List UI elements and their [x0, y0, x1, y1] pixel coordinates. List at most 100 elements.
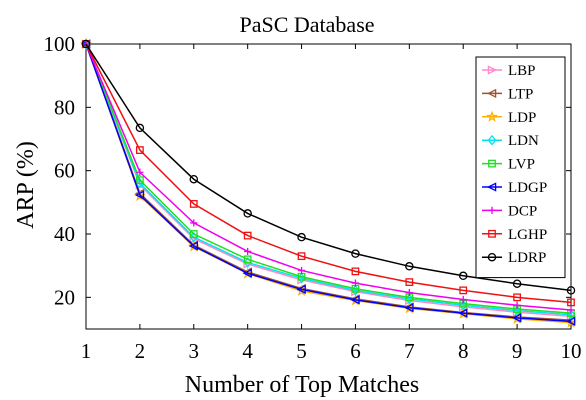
data-point-lghp [297, 252, 306, 261]
data-point-lghp [243, 231, 252, 240]
x-tick-label: 8 [458, 339, 469, 363]
data-point-ldrp [512, 279, 522, 288]
y-tick-label: 80 [54, 95, 75, 119]
legend-marker-dcp [488, 206, 496, 214]
data-point-dcp [244, 247, 252, 256]
data-point-ldgp [458, 308, 468, 318]
x-tick-label: 9 [512, 339, 523, 363]
series-line-dcp [85, 43, 572, 311]
legend-item-ldrp: LDRP [482, 250, 546, 266]
data-point-ldgp [350, 295, 360, 305]
legend-marker-ldn [487, 134, 497, 146]
data-point-ldrp [566, 286, 576, 295]
x-axis-label: Number of Top Matches [185, 372, 420, 398]
legend-item-lghp: LGHP [482, 227, 547, 243]
series-ldrp [81, 39, 576, 295]
legend-item-ldn: LDN [482, 133, 539, 149]
series-line-lbp [85, 43, 572, 318]
legend-marker-lvp [488, 159, 496, 168]
axes-box [85, 43, 572, 330]
x-tick-label: 3 [189, 339, 200, 363]
data-point-dcp [459, 295, 467, 304]
data-point-lghp [405, 278, 414, 287]
legend-label-lvp: LVP [508, 157, 535, 173]
x-tick-label: 10 [561, 339, 582, 363]
data-point-lghp [189, 200, 198, 208]
data-point-lvp [189, 230, 198, 238]
legend-label-lghp: LGHP [508, 227, 547, 243]
data-point-ldrp [135, 123, 145, 133]
legend-label-lbp: LBP [508, 63, 536, 79]
data-point-dcp [136, 168, 144, 176]
legend-marker-ltp [486, 88, 497, 99]
data-point-ldgp [188, 241, 199, 251]
data-point-ldrp [405, 262, 414, 271]
data-point-dcp [567, 306, 575, 314]
data-point-lghp [513, 293, 522, 302]
legend-label-ldp: LDP [508, 110, 536, 126]
data-point-lvp [135, 176, 144, 185]
legend-item-dcp: DCP [482, 203, 537, 219]
legend-marker-lghp [488, 229, 496, 238]
data-point-lghp [567, 298, 575, 307]
series-line-lvp [85, 43, 572, 314]
data-point-ldrp [189, 174, 199, 184]
legend-item-lbp: LBP [482, 63, 536, 79]
data-point-ldgp [512, 313, 522, 323]
series-dcp [82, 40, 575, 314]
series-ldgp [80, 39, 576, 327]
data-point-ldgp [296, 284, 306, 295]
x-tick-label: 4 [242, 339, 253, 363]
legend-item-ldgp: LDGP [482, 180, 547, 196]
y-tick-label: 40 [54, 222, 75, 246]
data-point-ldrp [81, 39, 91, 49]
legend: LBP LTP LDP LDN LVP LDGP DCP LGHP LDRP [475, 56, 566, 279]
data-point-dcp [297, 266, 306, 275]
legend-label-ldn: LDN [508, 133, 539, 149]
x-tick-label: 7 [404, 339, 415, 363]
data-point-ldgp [404, 303, 414, 313]
data-point-lghp [459, 286, 468, 295]
series-line-ltp [85, 43, 572, 321]
legend-label-ldrp: LDRP [508, 250, 546, 266]
y-axis-label: ARP (%) [13, 141, 39, 229]
data-point-ldgp [565, 316, 576, 327]
legend-marker-lbp [487, 65, 498, 75]
data-point-ldrp [297, 232, 306, 242]
y-tick-label: 20 [54, 285, 75, 309]
chart-title: PaSC Database [239, 12, 374, 37]
data-point-lvp [243, 255, 252, 264]
data-point-dcp [405, 288, 413, 297]
data-point-ldn [243, 257, 253, 268]
data-point-dcp [513, 301, 521, 309]
data-point-lghp [135, 146, 144, 154]
data-point-ldgp [242, 268, 252, 278]
data-point-ldrp [243, 209, 252, 218]
legend-marker-ldgp [486, 182, 497, 192]
legend-item-lvp: LVP [482, 157, 535, 173]
y-tick-label: 60 [54, 159, 75, 183]
legend-marker-ldp [486, 110, 498, 122]
data-point-dcp [190, 219, 198, 227]
y-tick-label: 100 [44, 32, 76, 56]
plot-area [80, 37, 577, 330]
data-point-ldrp [351, 249, 360, 258]
x-tick-label: 1 [81, 339, 92, 363]
series-line-ldgp [85, 43, 572, 323]
legend-label-dcp: DCP [508, 203, 537, 219]
legend-marker-ldrp [487, 252, 497, 262]
x-tick-label: 2 [135, 339, 146, 363]
series-line-ldrp [85, 43, 572, 292]
legend-item-ldp: LDP [482, 110, 536, 126]
legend-label-ldgp: LDGP [508, 180, 547, 196]
legend-label-ltp: LTP [508, 86, 533, 102]
data-point-ldn [81, 38, 91, 50]
series-line-lghp [85, 43, 572, 304]
x-tick-label: 6 [350, 339, 361, 363]
data-point-ldrp [458, 271, 468, 281]
data-point-ldgp [134, 190, 145, 200]
series-line-ldn [85, 43, 572, 316]
legend-item-ltp: LTP [482, 86, 533, 102]
data-point-dcp [351, 279, 360, 287]
